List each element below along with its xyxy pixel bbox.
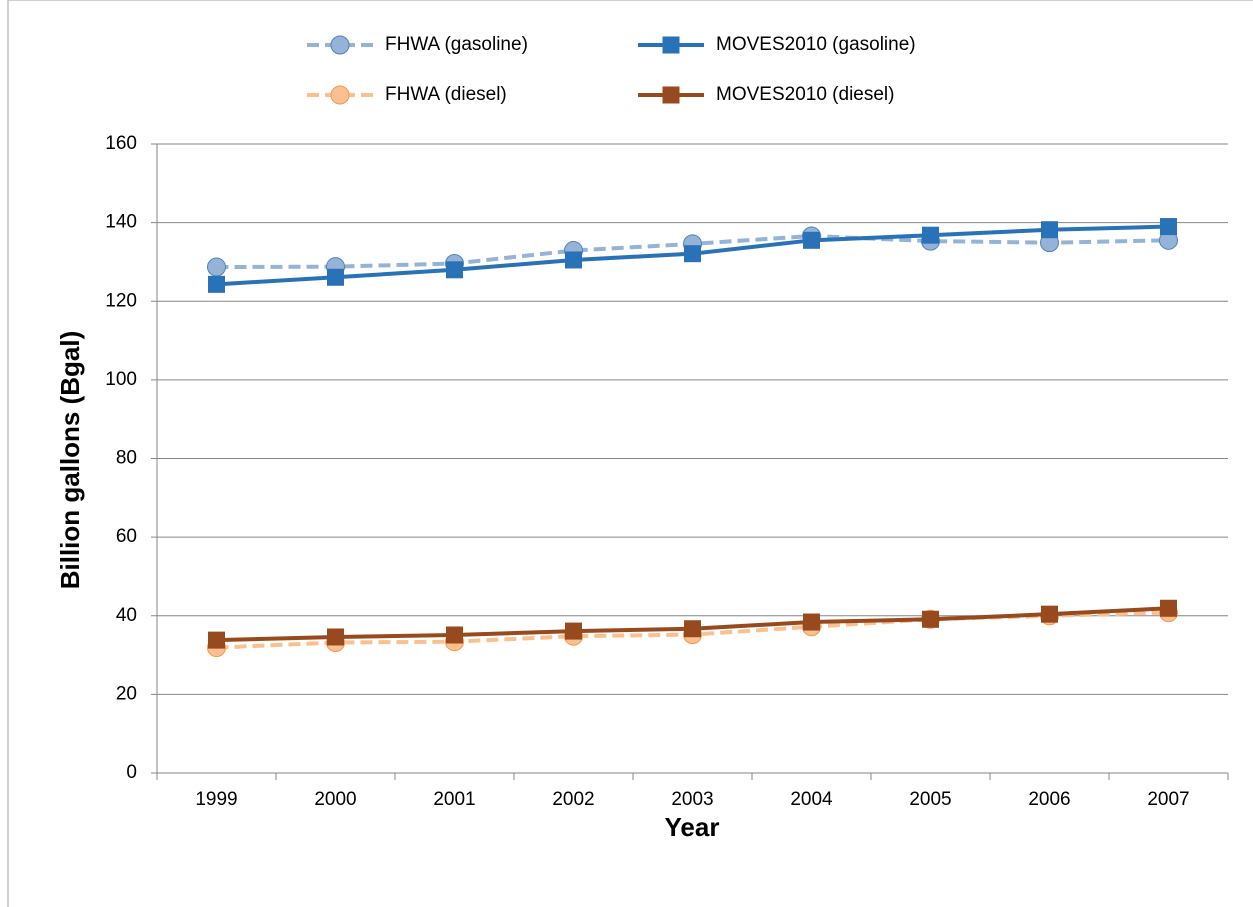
- x-tick-label: 2000: [314, 789, 356, 810]
- x-tick-label: 2001: [433, 789, 475, 810]
- x-tick-label: 2007: [1147, 789, 1189, 810]
- x-axis-title: Year: [665, 812, 720, 842]
- data-point: [1041, 221, 1058, 239]
- data-point: [922, 226, 939, 244]
- data-point: [207, 257, 226, 277]
- data-point: [565, 251, 582, 269]
- legend-label: FHWA (gasoline): [385, 34, 528, 55]
- y-axis-title: Billion gallons (Bgal): [55, 331, 85, 590]
- legend-label: MOVES2010 (gasoline): [716, 34, 916, 55]
- data-point: [446, 626, 463, 644]
- x-tick-label: 2006: [1028, 789, 1070, 810]
- data-point: [208, 631, 225, 649]
- y-tick-label: 80: [116, 448, 137, 469]
- data-point: [327, 628, 344, 646]
- x-tick-label: 2003: [671, 789, 713, 810]
- y-tick-label: 160: [105, 133, 137, 154]
- legend-marker: [330, 35, 350, 55]
- legend-marker: [662, 86, 680, 104]
- legend-marker: [330, 85, 350, 105]
- legend-label: FHWA (diesel): [385, 84, 507, 105]
- legend-marker: [662, 36, 680, 54]
- data-point: [446, 261, 463, 279]
- x-tick-label: 1999: [195, 789, 237, 810]
- data-point: [1160, 599, 1177, 617]
- y-tick-label: 140: [105, 212, 137, 233]
- y-tick-label: 100: [105, 369, 137, 390]
- x-tick-label: 2002: [552, 789, 594, 810]
- y-tick-label: 0: [126, 762, 137, 783]
- data-point: [803, 231, 820, 249]
- data-point: [327, 268, 344, 286]
- data-point: [684, 245, 701, 263]
- data-point: [208, 275, 225, 293]
- y-tick-label: 60: [116, 526, 137, 547]
- y-tick-label: 40: [116, 605, 137, 626]
- y-tick-label: 120: [105, 290, 137, 311]
- data-point: [922, 610, 939, 628]
- data-point: [684, 620, 701, 638]
- chart-frame: [7, 0, 1253, 907]
- x-tick-label: 2004: [790, 789, 833, 810]
- data-point: [1041, 605, 1058, 623]
- x-tick-label: 2005: [909, 789, 951, 810]
- legend-label: MOVES2010 (diesel): [716, 84, 894, 105]
- y-tick-label: 20: [116, 683, 137, 704]
- data-point: [565, 622, 582, 640]
- data-point: [803, 613, 820, 631]
- data-point: [1160, 218, 1177, 236]
